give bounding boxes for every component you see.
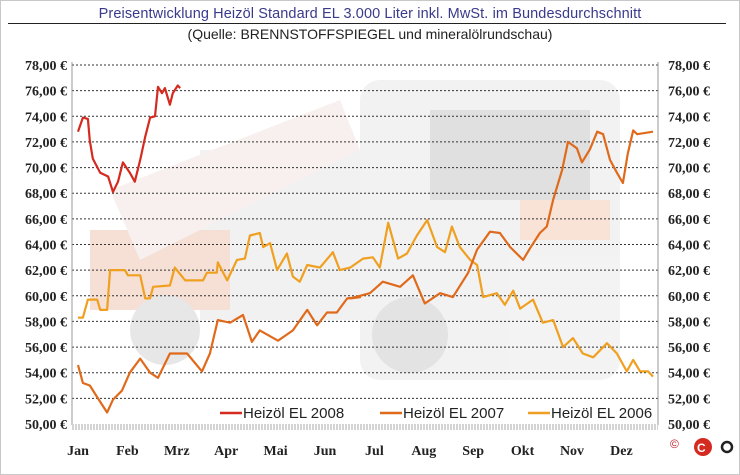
series-lines (76, 84, 654, 414)
x-tick-label: Feb (116, 444, 139, 459)
y-tick-label-left: 70,00 € (25, 162, 67, 177)
legend-label: Heizöl EL 2007 (403, 405, 504, 422)
x-tick-label: Dez (610, 444, 633, 459)
x-tick-label: Jul (365, 444, 384, 459)
x-axis-labels: Jan Feb Mrz Apr Mai Jun Jul Aug Sep Okt Nov Dez (67, 444, 633, 459)
x-tick-label: Jun (314, 444, 337, 459)
background-truck-image (90, 80, 620, 380)
y-axis-right-labels: 50,00 € 52,00 € 54,00 € 56,00 € 58,00 € 60,00… (668, 59, 710, 433)
title-underline (8, 23, 726, 24)
y-tick-label-left: 54,00 € (25, 367, 67, 382)
y-tick-label-left: 68,00 € (25, 187, 67, 202)
y-tick-label-right: 56,00 € (668, 341, 710, 356)
chart-subtitle: (Quelle: BRENNSTOFFSPIEGEL und mineralöl… (187, 26, 553, 42)
x-tick-label: Mrz (164, 444, 190, 459)
y-tick-label-left: 76,00 € (25, 85, 67, 100)
y-axis-left-labels: 50,00 € 52,00 € 54,00 € 56,00 € 58,00 € 60,00… (25, 59, 67, 433)
y-tick-label-right: 62,00 € (668, 264, 710, 279)
y-tick-label-left: 62,00 € (25, 264, 67, 279)
y-tick-label-left: 60,00 € (25, 290, 67, 305)
y-tick-label-left: 78,00 € (25, 59, 67, 74)
x-tick-label: Okt (511, 444, 535, 459)
legend-label: Heizöl EL 2006 (551, 405, 652, 422)
y-tick-label-right: 72,00 € (668, 136, 710, 151)
x-tick-label: Mai (264, 444, 288, 459)
y-tick-label-right: 58,00 € (668, 315, 710, 330)
grid-lines (72, 64, 658, 399)
y-tick-label-left: 74,00 € (25, 110, 67, 125)
y-tick-label-right: 78,00 € (668, 59, 710, 74)
x-axis-tick-band (72, 424, 658, 430)
series-line-heiz-l-el-2007 (76, 129, 654, 414)
y-tick-label-right: 70,00 € (668, 162, 710, 177)
y-tick-label-left: 58,00 € (25, 315, 67, 330)
y-tick-label-right: 54,00 € (668, 367, 710, 382)
chart-title: Preisentwicklung Heizöl Standard EL 3.00… (98, 6, 642, 22)
y-tick-label-right: 64,00 € (668, 239, 710, 254)
y-tick-label-right: 60,00 € (668, 290, 710, 305)
x-tick-label: Aug (411, 444, 436, 459)
ceo-logo: C (694, 438, 734, 456)
x-tick-label: Sep (462, 444, 484, 459)
y-tick-label-right: 50,00 € (668, 418, 710, 433)
y-tick-label-left: 66,00 € (25, 213, 67, 228)
legend-label: Heizöl EL 2008 (243, 405, 344, 422)
y-tick-label-right: 74,00 € (668, 110, 710, 125)
x-tick-label: Apr (214, 444, 238, 459)
svg-text:C: C (697, 441, 706, 455)
y-tick-label-right: 52,00 € (668, 392, 710, 407)
x-tick-label: Jan (67, 444, 89, 459)
y-tick-label-left: 56,00 € (25, 341, 67, 356)
y-tick-label-left: 52,00 € (25, 392, 67, 407)
legend-background (215, 400, 655, 423)
y-tick-label-left: 50,00 € (25, 418, 67, 433)
y-tick-label-right: 76,00 € (668, 85, 710, 100)
x-tick-label: Nov (560, 444, 584, 459)
series-line-heiz-l-el-2006 (78, 219, 654, 378)
series-line-heiz-l-el-2008 (76, 84, 182, 193)
y-tick-label-left: 64,00 € (25, 239, 67, 254)
legend: Heizöl EL 2008 Heizöl EL 2007 Heizöl EL 20… (215, 400, 655, 423)
copyright-symbol: © (670, 437, 679, 451)
y-tick-label-right: 68,00 € (668, 187, 710, 202)
y-tick-label-left: 72,00 € (25, 136, 67, 151)
y-tick-label-right: 66,00 € (668, 213, 710, 228)
